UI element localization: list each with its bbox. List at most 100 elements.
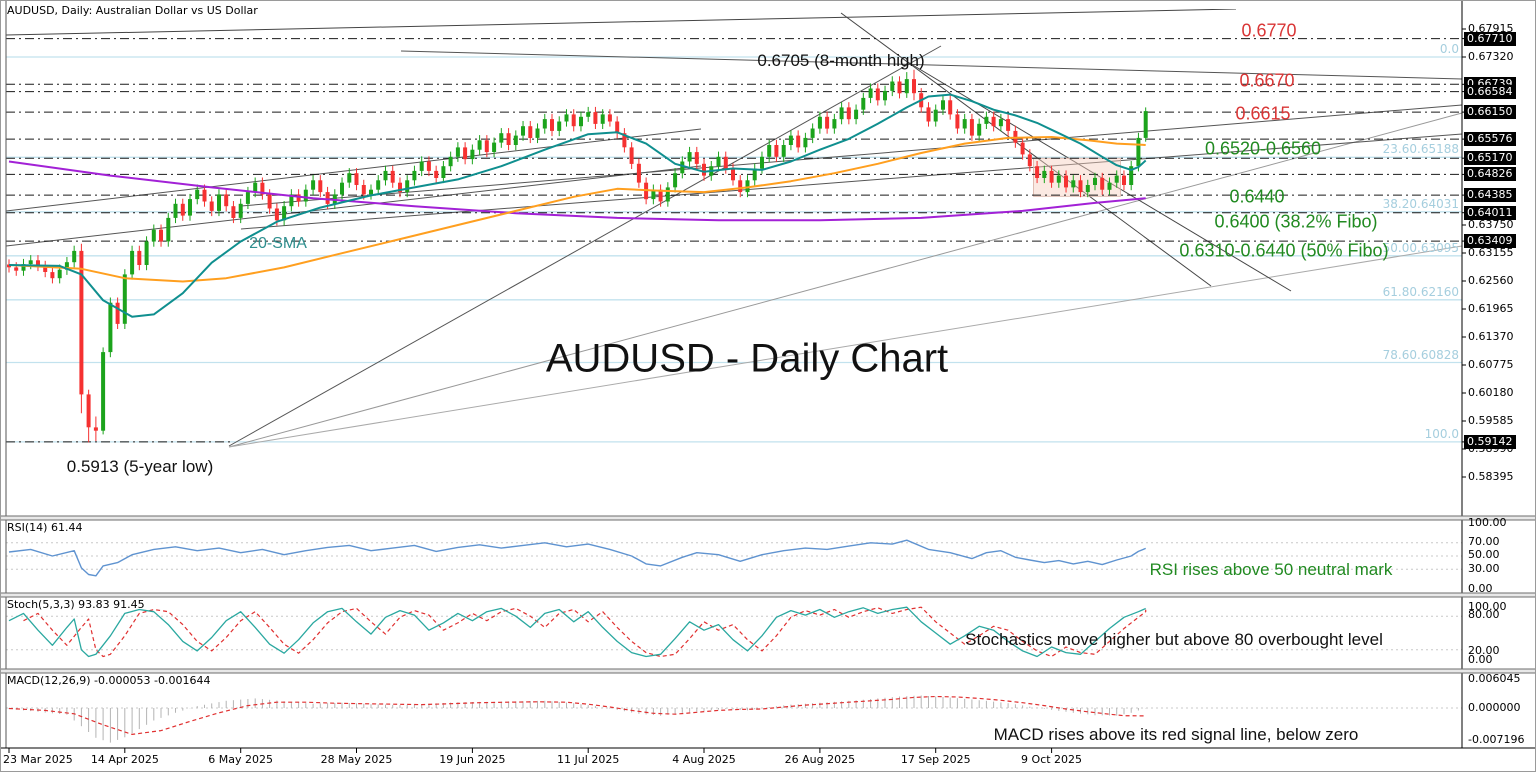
rsi-axis-label: 100.00: [1468, 516, 1507, 529]
stoch-axis-label: 100.00: [1468, 600, 1507, 613]
candle-body: [803, 137, 808, 148]
candle-body: [369, 189, 373, 195]
candle-body: [969, 119, 974, 136]
price-label: 0.67915: [1468, 22, 1514, 35]
candle-body: [260, 182, 265, 195]
candle-body: [484, 140, 489, 153]
candle-body: [57, 269, 62, 279]
candle-body: [499, 133, 504, 143]
candle-body: [767, 145, 772, 157]
candle-body: [1006, 119, 1011, 131]
price-label: 0.58395: [1468, 470, 1514, 483]
candle-body: [760, 156, 764, 169]
main-chart-panel[interactable]: [6, 17, 1462, 516]
candle-body: [470, 149, 475, 160]
candle-body: [137, 250, 142, 265]
candle-body: [622, 133, 627, 148]
candle-body: [832, 119, 837, 129]
candle-body: [1085, 185, 1090, 193]
candle-body: [586, 112, 591, 117]
candle-body: [361, 185, 366, 195]
stoch-d-line: [23, 606, 1147, 658]
candle-body: [600, 114, 605, 124]
candle-body: [477, 140, 482, 150]
candle-body: [180, 203, 185, 216]
candle-body: [398, 182, 402, 193]
candle-body: [426, 161, 431, 171]
stoch-axis-label: 80.00: [1468, 608, 1500, 621]
chart-annotation: 0.5913 (5-year low): [66, 457, 214, 476]
candle-body: [861, 97, 866, 110]
candle-body: [1136, 137, 1141, 167]
candle-body: [571, 114, 576, 127]
candle-body: [991, 116, 996, 127]
candle-body: [144, 241, 149, 265]
chart-annotation: RSI rises above 50 neutral mark: [1149, 560, 1393, 579]
fibo-label: 61.80.62160: [1382, 284, 1459, 299]
candle-body: [405, 180, 410, 193]
candle-body: [948, 100, 953, 115]
candle-body: [1042, 170, 1047, 178]
candle-body: [311, 180, 316, 190]
date-label: 4 Aug 2025: [672, 753, 736, 766]
candle-body: [434, 170, 439, 178]
candle-body: [651, 189, 656, 200]
candle-body: [253, 182, 258, 193]
candle-body: [926, 107, 931, 122]
price-badge: 0.59142: [1464, 434, 1516, 449]
candle-body: [390, 170, 395, 183]
price-badge: 0.63409: [1464, 234, 1516, 249]
candle-body: [723, 156, 728, 169]
candle-body: [43, 265, 48, 272]
rsi-axis-label: 30.00: [1468, 562, 1500, 575]
chart-title: AUDUSD, Daily: Australian Dollar vs US D…: [7, 4, 258, 17]
candle-body: [217, 194, 221, 211]
stoch-axis-label: 20.00: [1468, 644, 1500, 657]
macd-axis-label: -0.007196: [1468, 733, 1525, 746]
stoch-layer: [6, 606, 1462, 658]
date-label: 9 Oct 2025: [1021, 753, 1083, 766]
price-label: 0.62560: [1468, 274, 1514, 287]
candle-body: [347, 173, 352, 183]
candle-body: [202, 189, 207, 202]
candle-body: [1122, 175, 1126, 185]
candle-body: [166, 217, 171, 242]
candle-body: [774, 145, 779, 157]
rsi-panel[interactable]: [6, 520, 1462, 593]
chart-annotation: 0.6310-0.6440 (50% Fibo): [1179, 240, 1389, 261]
candle-body: [615, 121, 620, 134]
date-label: 28 May 2025: [320, 753, 393, 766]
candle-body: [665, 187, 670, 202]
candle-body: [115, 302, 120, 324]
candle-body: [941, 100, 945, 110]
candle-body: [101, 352, 106, 431]
sma50-line: [8, 136, 1146, 283]
trendline: [228, 112, 1462, 448]
price-badge: 0.67710: [1464, 31, 1516, 46]
trendline: [240, 104, 1462, 207]
candle-body: [318, 180, 323, 193]
chart-annotation: 0.6770: [1241, 20, 1297, 41]
candle-body: [998, 119, 1003, 127]
candle-body: [1078, 180, 1083, 193]
price-badge: 0.64826: [1464, 167, 1516, 182]
trendlines: [6, 9, 1462, 448]
candle-body: [810, 128, 815, 138]
candle-body: [441, 166, 446, 178]
candle-body: [984, 116, 989, 124]
candle-body: [325, 192, 330, 204]
price-badge: 0.64011: [1464, 205, 1516, 220]
candle-body: [629, 147, 634, 164]
trendline: [905, 60, 1292, 292]
chart-annotation: AUDUSD - Daily Chart: [545, 336, 949, 381]
fibo-label: 38.20.64031: [1382, 196, 1459, 211]
candle-body: [1056, 175, 1061, 183]
chart-annotation: 0.6615: [1235, 103, 1291, 124]
candle-body: [955, 114, 960, 129]
candle-body: [455, 147, 460, 157]
candle-body: [564, 114, 569, 122]
date-label: 23 Mar 2025: [3, 753, 73, 766]
candle-body: [854, 109, 859, 120]
trendline: [6, 128, 702, 212]
candle-body: [340, 182, 344, 195]
